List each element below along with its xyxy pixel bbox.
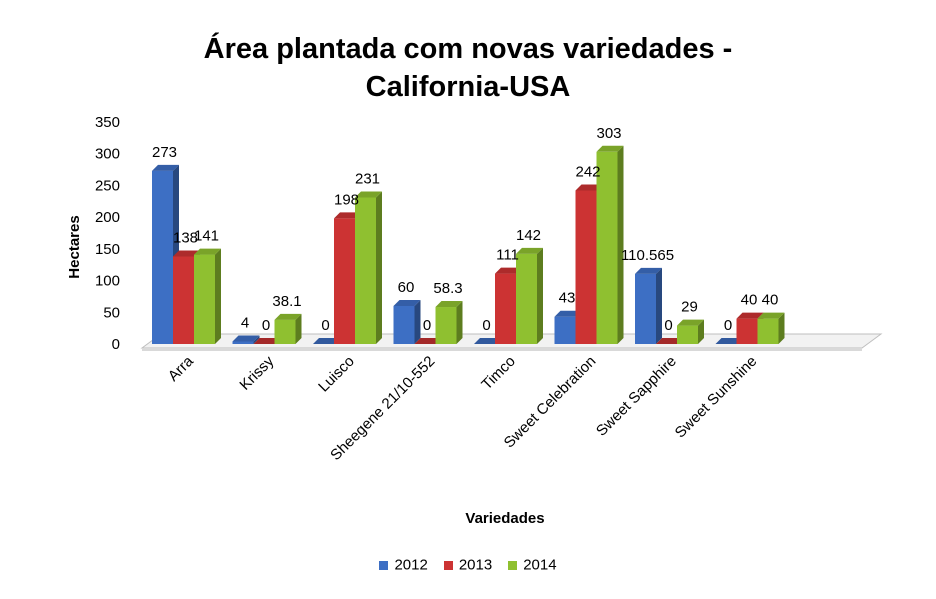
chart-title-line-1: Área plantada com novas variedades -	[203, 33, 733, 65]
legend-label: 2012	[394, 556, 428, 574]
legend-swatch	[508, 560, 518, 570]
bar-2014-4	[516, 247, 543, 344]
data-label-2014-1: 38.1	[272, 293, 301, 310]
data-label-2012-7: 0	[724, 317, 732, 334]
x-tick-label: Krissy	[236, 352, 277, 393]
bar-2014-3	[435, 301, 463, 344]
bar-2014-7	[757, 312, 785, 344]
bar-2013-1	[253, 338, 281, 344]
bar-2014-0	[194, 248, 221, 344]
legend-item-2013: 2013	[443, 556, 493, 574]
y-tick-label: 350	[95, 114, 120, 131]
y-axis-ticks: 0 50 100 150 200 250 300 350	[95, 114, 120, 353]
bar-2012-4	[474, 338, 501, 344]
legend: 2012 2013 2014	[0, 556, 936, 574]
data-label-2012-0: 273	[152, 144, 177, 161]
y-tick-label: 200	[95, 209, 120, 226]
x-tick-label: Timco	[478, 353, 519, 394]
data-label-2014-5: 303	[596, 125, 621, 142]
data-label-2014-7: 40	[762, 292, 779, 309]
bar-2013-3	[414, 338, 442, 344]
data-label-2013-5: 242	[575, 164, 600, 181]
x-axis-title: Variedades	[465, 510, 544, 527]
data-label-2013-1: 0	[262, 317, 270, 334]
legend-swatch	[443, 560, 453, 570]
data-label-2012-1: 4	[241, 314, 249, 331]
data-label-2012-2: 0	[321, 317, 329, 334]
data-label-2014-0: 141	[194, 228, 219, 245]
y-tick-label: 50	[103, 304, 120, 321]
data-label-2012-3: 60	[398, 279, 415, 296]
data-label-2014-4: 142	[516, 227, 541, 244]
data-label-2014-3: 58.3	[433, 280, 462, 297]
y-tick-label: 250	[95, 177, 120, 194]
floor-edge	[142, 348, 862, 351]
data-label-2012-4: 0	[482, 317, 490, 334]
x-tick-label: Luisco	[315, 353, 358, 396]
y-tick-label: 300	[95, 146, 120, 163]
y-tick-label: 0	[112, 336, 120, 353]
x-tick-label: Sweet Sunshine	[672, 353, 761, 442]
bar-2012-2	[313, 338, 340, 344]
legend-swatch	[379, 560, 389, 570]
data-label-2013-7: 40	[741, 292, 758, 309]
bar-2013-6	[656, 338, 683, 344]
x-tick-label: Arra	[165, 352, 198, 385]
data-label-2013-3: 0	[423, 317, 431, 334]
legend-item-2014: 2014	[508, 556, 557, 574]
bar-2014-6	[677, 319, 704, 344]
chart-title-line-2: California-USA	[365, 71, 571, 103]
bar-2014-2	[355, 191, 382, 344]
bar-2012-7	[715, 338, 743, 344]
data-label-2013-6: 0	[664, 317, 672, 334]
y-tick-label: 100	[95, 273, 120, 290]
bar-2014-1	[274, 313, 302, 344]
legend-label: 2014	[523, 556, 557, 574]
data-label-2013-0: 138	[173, 229, 198, 246]
data-label-2013-2: 198	[334, 191, 359, 208]
data-label-2013-4: 111	[496, 247, 519, 264]
data-label-2012-5: 43	[559, 290, 576, 307]
y-tick-label: 150	[95, 241, 120, 258]
legend-label: 2013	[458, 556, 493, 574]
bars	[152, 145, 785, 344]
bar-2012-1	[232, 335, 260, 344]
bar-2012-3	[393, 299, 421, 344]
data-label-2014-6: 29	[681, 299, 698, 316]
data-label-2014-2: 231	[355, 170, 380, 187]
bar-2012-6	[635, 267, 662, 344]
x-tick-label: Sweet Sapphire	[593, 353, 680, 440]
chart-title: Área plantada com novas variedades - Cal…	[0, 30, 936, 106]
bar-2014-5	[596, 145, 624, 344]
y-axis-title: Hectares	[66, 215, 83, 278]
data-label-2012-6: 110.565	[621, 247, 674, 264]
legend-item-2012: 2012	[379, 556, 428, 574]
